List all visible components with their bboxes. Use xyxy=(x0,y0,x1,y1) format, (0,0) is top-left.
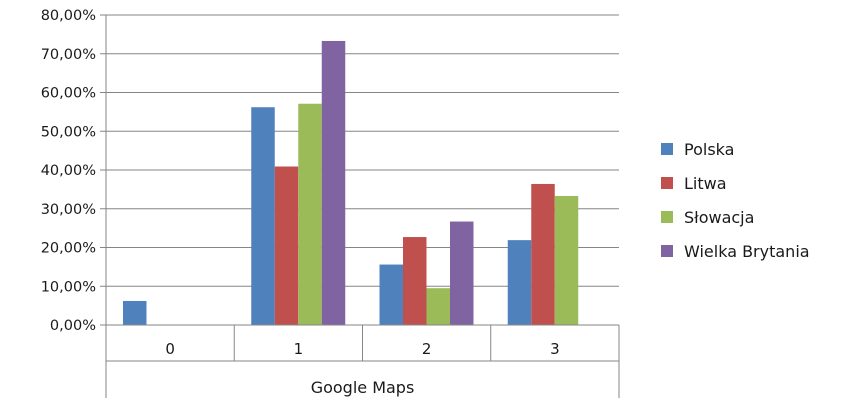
y-tick-label: 30,00% xyxy=(41,202,96,218)
bar-litwa-3 xyxy=(531,183,555,325)
bar-wielka-brytania-1 xyxy=(321,40,346,326)
y-tick-label: 80,00% xyxy=(41,8,96,24)
legend-swatch xyxy=(661,245,673,257)
legend-swatch xyxy=(661,143,673,155)
bar-polska-3 xyxy=(507,240,532,325)
legend-label: Polska xyxy=(684,140,734,159)
legend-swatch xyxy=(661,211,673,223)
x-axis-group-label: Google Maps xyxy=(311,378,415,397)
legend-label: Wielka Brytania xyxy=(684,242,810,261)
bar-polska-1 xyxy=(251,107,275,325)
bar-słowacja-3 xyxy=(554,195,579,325)
x-tick-label: 2 xyxy=(422,340,432,358)
y-tick-label: 20,00% xyxy=(41,241,96,257)
legend-swatch xyxy=(661,177,673,189)
x-tick-label: 0 xyxy=(165,340,175,358)
y-tick-label: 10,00% xyxy=(41,279,96,295)
legend-label: Litwa xyxy=(684,174,727,193)
y-tick-label: 50,00% xyxy=(41,124,96,140)
bars xyxy=(123,40,579,326)
x-tick-label: 1 xyxy=(294,340,304,358)
y-tick-label: 0,00% xyxy=(50,318,96,334)
legend: Polska Litwa Słowacja Wielka Brytania xyxy=(661,140,810,261)
bar-litwa-1 xyxy=(274,166,299,325)
y-tick-label: 70,00% xyxy=(41,47,96,63)
bar-litwa-2 xyxy=(403,237,427,325)
bar-wielka-brytania-2 xyxy=(450,221,474,325)
axes: 0,00% 10,00% 20,00% 30,00% 40,00% 50,00% 60,00… xyxy=(41,8,620,398)
y-tick-label: 60,00% xyxy=(41,86,96,102)
y-tick-label: 40,00% xyxy=(41,163,96,179)
bar-polska-0 xyxy=(123,300,147,325)
bar-polska-2 xyxy=(379,264,403,325)
legend-label: Słowacja xyxy=(684,208,754,227)
bar-słowacja-2 xyxy=(426,288,450,325)
bar-słowacja-1 xyxy=(298,103,322,325)
gridlines xyxy=(106,14,619,287)
x-tick-label: 3 xyxy=(550,340,560,358)
